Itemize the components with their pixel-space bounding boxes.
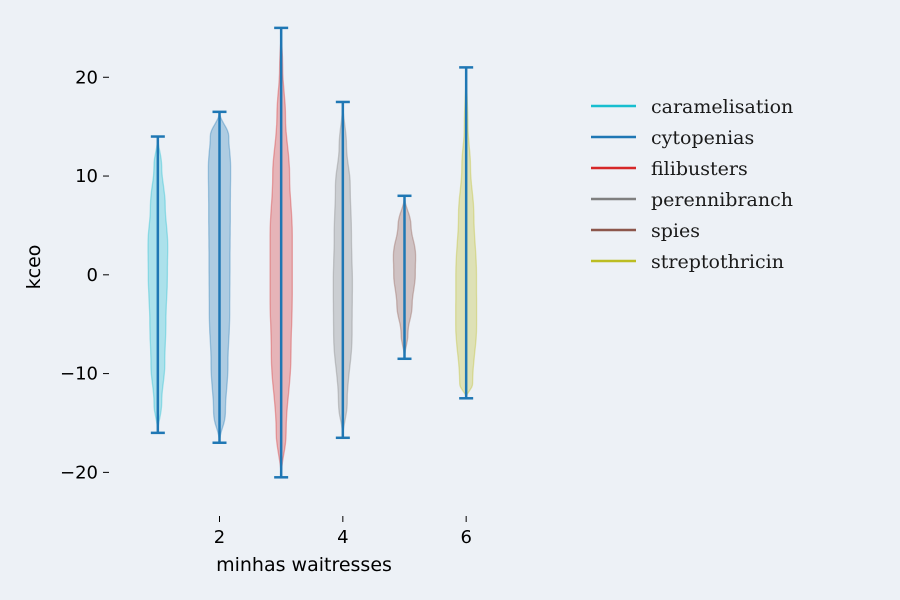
legend-item-perennibranch: perennibranch (591, 189, 793, 211)
legend-label: perennibranch (651, 189, 793, 211)
legend-item-filibusters: filibusters (591, 158, 748, 180)
legend-item-spies: spies (591, 220, 700, 242)
legend-label: streptothricin (651, 251, 784, 273)
y-tick-label: −10 (60, 364, 98, 385)
y-axis: −20 −10 0 10 20 (60, 67, 109, 483)
y-tick-label: 10 (75, 166, 98, 187)
legend-label: spies (651, 220, 700, 242)
violin-bodies (147, 27, 478, 478)
x-tick-label: 2 (214, 527, 225, 548)
y-tick-label: 0 (87, 265, 98, 286)
y-tick-label: 20 (75, 67, 98, 88)
x-tick-label: 4 (337, 527, 348, 548)
x-axis: 2 4 6 (214, 516, 472, 548)
legend-label: filibusters (651, 158, 748, 180)
legend: caramelisation cytopenias filibusters peren… (591, 96, 793, 273)
x-axis-label: minhas waitresses (216, 554, 392, 576)
x-tick-label: 6 (460, 527, 471, 548)
legend-label: caramelisation (651, 96, 793, 118)
y-tick-label: −20 (60, 462, 98, 483)
y-axis-label: kceo (23, 245, 45, 290)
violin-stat-lines (150, 26, 474, 479)
legend-item-streptothricin: streptothricin (591, 251, 784, 273)
legend-item-cytopenias: cytopenias (591, 127, 754, 149)
legend-label: cytopenias (651, 127, 754, 149)
legend-item-caramelisation: caramelisation (591, 96, 793, 118)
